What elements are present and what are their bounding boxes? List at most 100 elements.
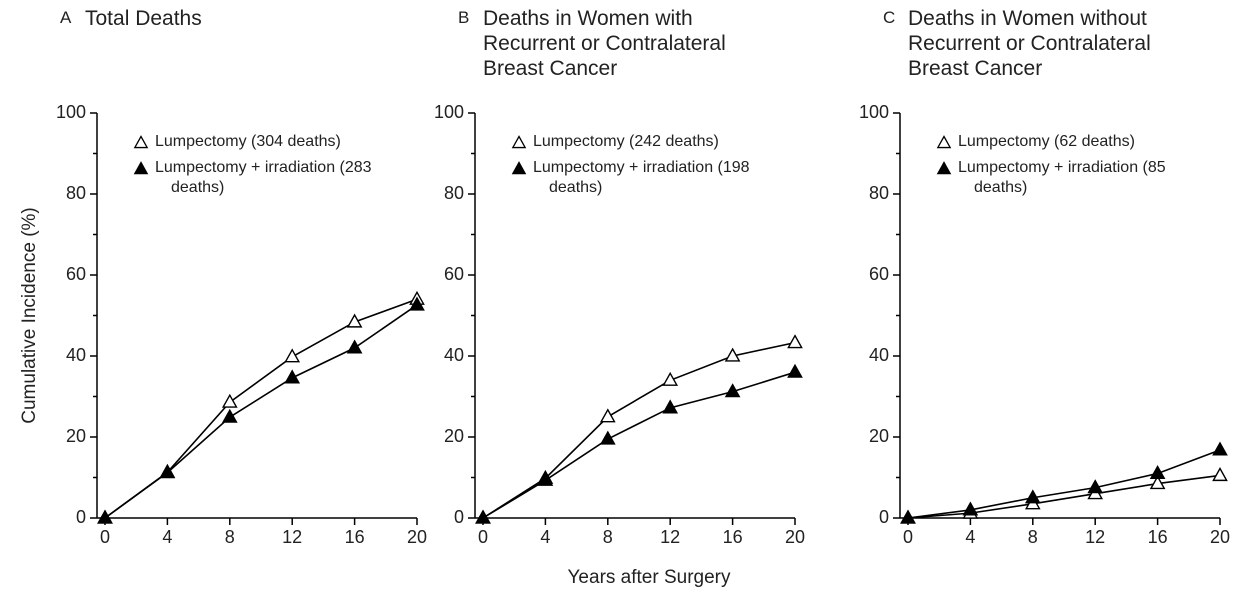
legend-marker-shape xyxy=(511,135,527,149)
series-line xyxy=(907,449,1221,519)
x-tick-label: 4 xyxy=(965,527,975,547)
legend-label: Lumpectomy + irradiation (198 deaths) xyxy=(533,159,750,196)
legend-label: Lumpectomy + irradiation (283 deaths) xyxy=(155,159,372,196)
series-line xyxy=(104,298,418,519)
x-tick-label: 12 xyxy=(282,527,302,547)
marker xyxy=(599,408,616,423)
x-tick-label: 16 xyxy=(1148,527,1168,547)
y-tick-label: 100 xyxy=(56,102,86,122)
x-tick-label: 16 xyxy=(723,527,743,547)
y-tick-label: 20 xyxy=(869,426,889,446)
marker xyxy=(599,430,616,445)
marker xyxy=(346,339,363,354)
marker xyxy=(284,348,301,363)
legend-entry: Lumpectomy + irradiation (85 deaths) xyxy=(936,158,1206,198)
legend-entry: Lumpectomy (62 deaths) xyxy=(936,132,1206,152)
x-tick-label: 20 xyxy=(785,527,805,547)
x-axis-label: Years after Surgery xyxy=(568,567,731,588)
marker xyxy=(221,393,238,408)
x-tick-label: 20 xyxy=(1210,527,1230,547)
series-line xyxy=(907,474,1221,519)
marker xyxy=(662,399,679,414)
legend-marker xyxy=(936,135,952,149)
legend-marker-shape xyxy=(936,161,952,175)
x-tick-label: 12 xyxy=(660,527,680,547)
x-tick-label: 8 xyxy=(225,527,235,547)
y-tick-label: 60 xyxy=(444,264,464,284)
legend-label: Lumpectomy (242 deaths) xyxy=(533,133,719,150)
marker xyxy=(284,369,301,384)
x-tick-label: 16 xyxy=(345,527,365,547)
marker xyxy=(724,347,741,362)
marker xyxy=(724,383,741,398)
x-tick-label: 0 xyxy=(100,527,110,547)
panel-title: Total Deaths xyxy=(85,7,202,30)
x-tick-label: 8 xyxy=(603,527,613,547)
x-tick-label: 0 xyxy=(903,527,913,547)
y-tick-label: 100 xyxy=(434,102,464,122)
marker xyxy=(159,464,176,479)
legend-marker-shape xyxy=(511,161,527,175)
y-tick-label: 60 xyxy=(869,264,889,284)
marker xyxy=(537,471,554,486)
legend-marker xyxy=(133,161,149,175)
x-tick-label: 12 xyxy=(1085,527,1105,547)
marker xyxy=(346,313,363,328)
x-tick-label: 0 xyxy=(478,527,488,547)
series-line xyxy=(482,341,796,519)
marker xyxy=(475,509,491,524)
marker xyxy=(962,501,979,516)
marker xyxy=(409,296,425,311)
y-tick-label: 80 xyxy=(444,183,464,203)
legend-label: Lumpectomy (62 deaths) xyxy=(958,133,1135,150)
y-axis-label: Cumulative Incidence (%) xyxy=(19,207,40,423)
x-tick-label: 20 xyxy=(407,527,427,547)
y-tick-label: 80 xyxy=(869,183,889,203)
marker xyxy=(221,408,238,423)
y-tick-label: 20 xyxy=(444,426,464,446)
series-line xyxy=(104,304,418,519)
y-tick-label: 0 xyxy=(76,507,86,527)
legend-marker xyxy=(511,161,527,175)
marker xyxy=(1087,479,1104,494)
panel-title: Deaths in Women without Recurrent or Con… xyxy=(908,7,1151,80)
y-tick-label: 40 xyxy=(869,345,889,365)
marker xyxy=(1212,441,1228,456)
legend-marker xyxy=(133,135,149,149)
legend-label: Lumpectomy + irradiation (85 deaths) xyxy=(958,159,1166,196)
marker xyxy=(662,371,679,386)
marker xyxy=(787,334,803,349)
y-tick-label: 20 xyxy=(66,426,86,446)
legend-entry: Lumpectomy (304 deaths) xyxy=(133,132,403,152)
legend-entry: Lumpectomy (242 deaths) xyxy=(511,132,781,152)
legend-marker xyxy=(511,135,527,149)
legend: Lumpectomy (304 deaths) Lumpectomy + irra… xyxy=(133,132,403,204)
x-tick-label: 4 xyxy=(540,527,550,547)
y-tick-label: 80 xyxy=(66,183,86,203)
x-tick-label: 4 xyxy=(162,527,172,547)
marker xyxy=(787,363,803,378)
legend-marker-shape xyxy=(133,161,149,175)
y-tick-label: 40 xyxy=(66,345,86,365)
marker xyxy=(1212,467,1228,482)
legend-label: Lumpectomy (304 deaths) xyxy=(155,133,341,150)
legend: Lumpectomy (62 deaths) Lumpectomy + irrad… xyxy=(936,132,1206,204)
panel-title: Deaths in Women with Recurrent or Contra… xyxy=(483,7,726,80)
marker xyxy=(1024,489,1041,504)
panel-letter: B xyxy=(458,8,470,27)
y-tick-label: 60 xyxy=(66,264,86,284)
legend: Lumpectomy (242 deaths) Lumpectomy + irra… xyxy=(511,132,781,204)
legend-marker-shape xyxy=(133,135,149,149)
panel-letter: A xyxy=(60,8,72,27)
marker xyxy=(900,509,916,524)
marker xyxy=(1149,475,1166,490)
y-tick-label: 100 xyxy=(859,102,889,122)
marker xyxy=(1149,465,1166,480)
panel-letter: C xyxy=(883,8,896,27)
x-tick-label: 8 xyxy=(1028,527,1038,547)
legend-entry: Lumpectomy + irradiation (198 deaths) xyxy=(511,158,781,198)
y-tick-label: 40 xyxy=(444,345,464,365)
y-tick-label: 0 xyxy=(454,507,464,527)
legend-marker xyxy=(936,161,952,175)
